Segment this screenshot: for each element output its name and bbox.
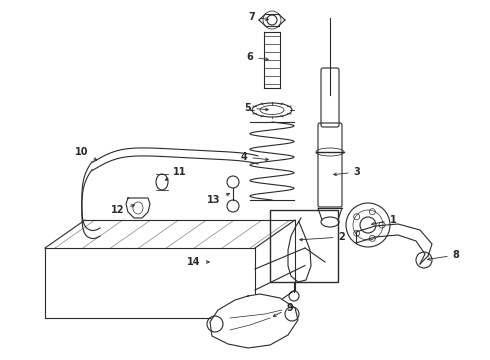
Polygon shape xyxy=(210,294,298,348)
Text: 2: 2 xyxy=(300,232,345,242)
Text: 1: 1 xyxy=(371,215,396,225)
Text: 11: 11 xyxy=(165,167,187,180)
Text: 4: 4 xyxy=(241,152,269,162)
Text: 3: 3 xyxy=(334,167,360,177)
Text: 12: 12 xyxy=(111,204,134,215)
Bar xyxy=(270,210,338,282)
Text: 9: 9 xyxy=(273,303,294,316)
Polygon shape xyxy=(126,198,150,218)
Text: 10: 10 xyxy=(75,147,97,160)
Text: 7: 7 xyxy=(248,12,269,22)
Text: 14: 14 xyxy=(187,257,209,267)
Text: 5: 5 xyxy=(245,103,269,113)
Text: 13: 13 xyxy=(207,193,230,205)
Text: 6: 6 xyxy=(246,52,269,62)
Text: 8: 8 xyxy=(428,250,460,260)
